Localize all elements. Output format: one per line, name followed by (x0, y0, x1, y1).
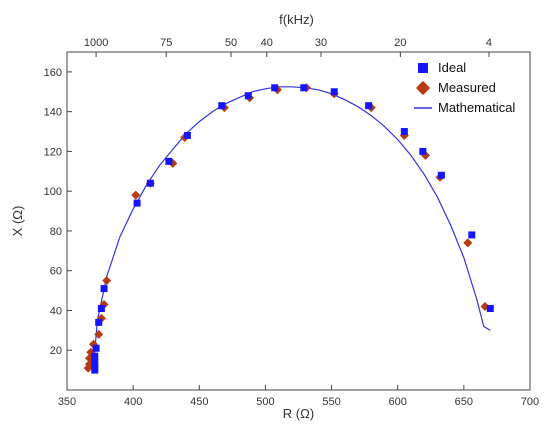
ideal-point (400, 128, 408, 136)
data-points-layer (83, 83, 494, 374)
x-axis-title: R (Ω) (283, 406, 314, 421)
x-tick-label: 350 (58, 396, 76, 408)
y-tick-label: 160 (44, 67, 62, 79)
mathematical-curve-layer (92, 86, 491, 367)
ideal-point (91, 352, 99, 360)
measured-point (131, 190, 141, 200)
x-tick-label: 700 (521, 396, 539, 408)
ideal-point (365, 102, 373, 110)
top-tick-label: 30 (315, 37, 327, 49)
axis-ticks (66, 52, 531, 390)
y-tick-label: 20 (50, 345, 62, 357)
x-tick-label: 450 (190, 396, 208, 408)
measured-point (94, 329, 104, 339)
x-tick-label: 550 (322, 396, 340, 408)
ideal-point (91, 362, 99, 370)
tick-labels: 350 400 450 500 550 600 650 7002040608010012014… (44, 37, 540, 408)
measured-point (102, 276, 112, 286)
y-tick-label: 140 (44, 107, 62, 119)
ideal-point (146, 179, 154, 187)
top-tick-label: 75 (160, 37, 172, 49)
measured-point (463, 238, 473, 248)
legend-ideal-symbol (418, 63, 428, 73)
ideal-point (419, 147, 427, 155)
y-tick-label: 80 (50, 226, 62, 238)
ideal-point (183, 132, 191, 140)
ideal-point (300, 84, 308, 92)
top-tick-label: 20 (394, 37, 406, 49)
legend-measured-label: Measured (438, 80, 496, 95)
top-tick-label: 40 (261, 37, 273, 49)
ideal-point (91, 358, 99, 366)
y-tick-label: 40 (50, 305, 62, 317)
ideal-point (133, 199, 141, 207)
ideal-point (486, 304, 494, 312)
legend: Ideal Measured Mathematical (414, 60, 515, 115)
top-tick-label: 4 (486, 37, 492, 49)
ideal-point (165, 157, 173, 165)
top-tick-label: 1000 (84, 37, 108, 49)
plot-frame (66, 51, 531, 391)
x-tick-label: 650 (455, 396, 473, 408)
mathematical-curve (92, 86, 491, 367)
ideal-point (218, 102, 226, 110)
ideal-point (271, 84, 279, 92)
ideal-point (330, 88, 338, 96)
top-tick-label: 50 (225, 37, 237, 49)
y-tick-label: 100 (44, 186, 62, 198)
ideal-point (437, 171, 445, 179)
ideal-point (244, 92, 252, 100)
top-axis-title: f(kHz) (279, 12, 314, 27)
ideal-point (100, 285, 108, 293)
x-tick-label: 600 (389, 396, 407, 408)
y-axis-title: X (Ω) (10, 206, 25, 237)
legend-measured-symbol (415, 80, 431, 96)
x-tick-label: 400 (124, 396, 142, 408)
ideal-point (92, 344, 100, 352)
legend-mathematical-label: Mathematical (438, 100, 515, 115)
ideal-point (95, 318, 103, 326)
ideal-point (97, 304, 105, 312)
y-tick-label: 120 (44, 146, 62, 158)
x-tick-label: 500 (256, 396, 274, 408)
ideal-point (468, 231, 476, 239)
ideal-point (91, 366, 99, 374)
legend-ideal-label: Ideal (438, 60, 466, 75)
y-tick-label: 60 (50, 266, 62, 278)
